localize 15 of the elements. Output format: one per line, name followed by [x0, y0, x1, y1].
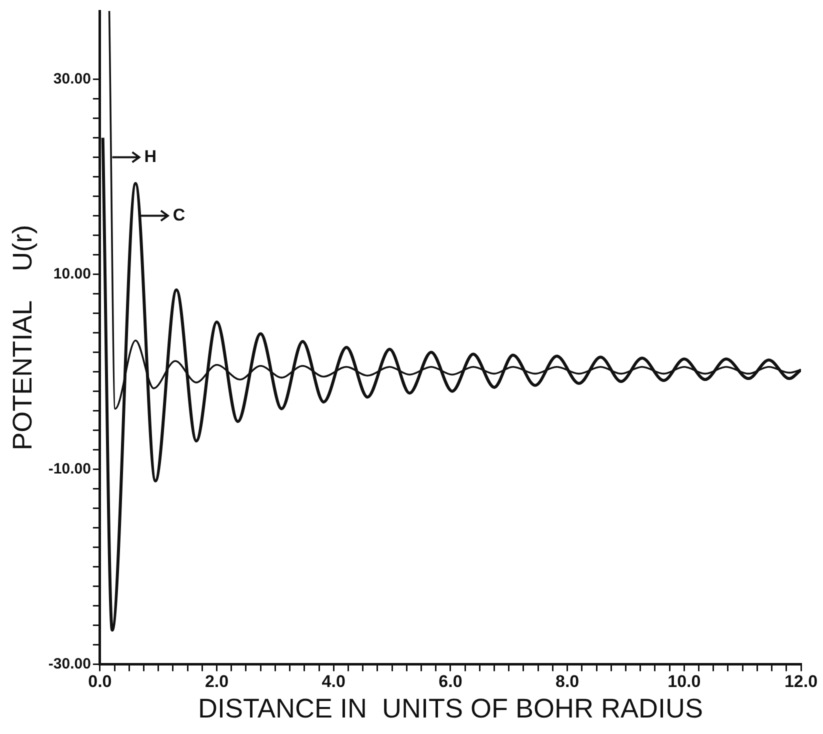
x-tick-label: 8.0: [555, 672, 580, 692]
annotation: H: [144, 146, 157, 166]
y-tick-label: 30.00: [53, 70, 91, 88]
x-tick-label: 2.0: [204, 672, 229, 692]
y-axis-title: POTENTIAL U(r): [8, 224, 38, 450]
x-tick-label: 4.0: [322, 672, 346, 692]
x-tick-label: 10.0: [668, 672, 701, 692]
x-tick-label: 0.0: [88, 672, 112, 692]
x-tick-label: 6.0: [438, 672, 462, 692]
y-tick-label: 10.00: [53, 265, 91, 282]
y-tick-label: -10.00: [48, 460, 91, 478]
annotation: C: [172, 205, 186, 224]
x-tick-label: 12.0: [784, 672, 818, 692]
x-axis-title: DISTANCE IN UNITS OF BOHR RADIUS: [198, 693, 703, 724]
y-tick-label: -30.00: [48, 655, 91, 672]
